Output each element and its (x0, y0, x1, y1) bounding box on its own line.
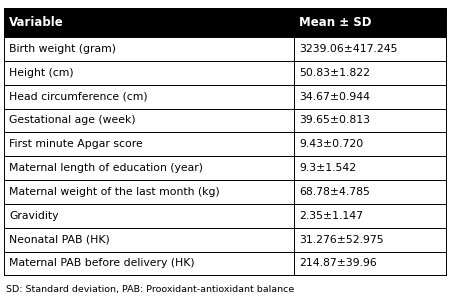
Text: Variable: Variable (9, 16, 64, 29)
Bar (4, 156, 294, 180)
Text: 3239.06±417.245: 3239.06±417.245 (300, 44, 398, 54)
Text: 2.35±1.147: 2.35±1.147 (300, 211, 364, 221)
Bar (294, 109, 446, 132)
Text: 31.276±52.975: 31.276±52.975 (300, 235, 384, 245)
Text: Mean ± SD: Mean ± SD (299, 16, 372, 29)
Text: Gestational age (week): Gestational age (week) (9, 116, 136, 126)
Text: Neonatal PAB (HK): Neonatal PAB (HK) (9, 235, 110, 245)
Bar (4, 37, 294, 61)
Bar (4, 132, 294, 156)
Bar (294, 8, 446, 37)
Bar (294, 156, 446, 180)
Text: SD: Standard deviation, PAB: Prooxidant-antioxidant balance: SD: Standard deviation, PAB: Prooxidant-… (6, 285, 294, 294)
Text: 214.87±39.96: 214.87±39.96 (300, 259, 377, 268)
Text: 9.3±1.542: 9.3±1.542 (300, 163, 356, 173)
Bar (4, 8, 294, 37)
Bar (294, 204, 446, 228)
Bar (4, 228, 294, 252)
Bar (4, 204, 294, 228)
Text: 39.65±0.813: 39.65±0.813 (300, 116, 370, 126)
Text: 9.43±0.720: 9.43±0.720 (300, 139, 364, 149)
Bar (4, 85, 294, 109)
Text: Maternal PAB before delivery (HK): Maternal PAB before delivery (HK) (9, 259, 195, 268)
Bar (294, 252, 446, 275)
Bar (4, 252, 294, 275)
Text: 50.83±1.822: 50.83±1.822 (300, 68, 370, 78)
Bar (294, 228, 446, 252)
Text: Gravidity: Gravidity (9, 211, 59, 221)
Text: Maternal weight of the last month (kg): Maternal weight of the last month (kg) (9, 187, 220, 197)
Text: 34.67±0.944: 34.67±0.944 (300, 92, 370, 102)
Bar (294, 132, 446, 156)
Text: Maternal length of education (year): Maternal length of education (year) (9, 163, 203, 173)
Bar (294, 85, 446, 109)
Text: First minute Apgar score: First minute Apgar score (9, 139, 143, 149)
Bar (4, 61, 294, 85)
Text: Birth weight (gram): Birth weight (gram) (9, 44, 117, 54)
Bar (4, 180, 294, 204)
Bar (294, 180, 446, 204)
Bar (294, 37, 446, 61)
Text: 68.78±4.785: 68.78±4.785 (300, 187, 370, 197)
Bar (4, 109, 294, 132)
Bar (294, 61, 446, 85)
Text: Head circumference (cm): Head circumference (cm) (9, 92, 148, 102)
Text: Height (cm): Height (cm) (9, 68, 74, 78)
